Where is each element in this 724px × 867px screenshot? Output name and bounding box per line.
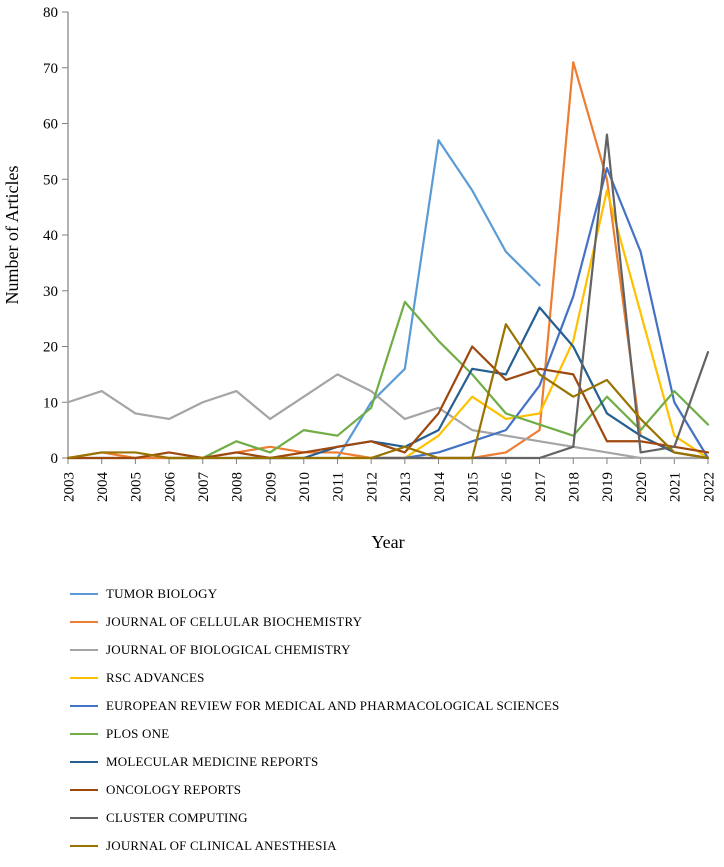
legend-item: JOURNAL OF CELLULAR BIOCHEMISTRY [70, 608, 710, 636]
legend-swatch [70, 733, 98, 735]
x-tick-label: 2003 [61, 472, 77, 502]
x-tick-label: 2013 [398, 472, 414, 502]
legend-swatch [70, 789, 98, 791]
legend-item: JOURNAL OF BIOLOGICAL CHEMISTRY [70, 636, 710, 664]
x-tick-label: 2018 [567, 472, 583, 502]
x-tick-label: 2008 [230, 472, 246, 502]
x-axis-title: Year [371, 532, 404, 552]
legend-swatch [70, 845, 98, 847]
x-tick-label: 2014 [432, 472, 448, 503]
legend-item: MOLECULAR MEDICINE REPORTS [70, 748, 710, 776]
legend-label: ONCOLOGY REPORTS [106, 782, 241, 798]
legend-swatch [70, 677, 98, 679]
x-tick-label: 2004 [95, 472, 111, 503]
x-tick-label: 2012 [364, 472, 380, 502]
series-line [68, 62, 708, 458]
legend-label: MOLECULAR MEDICINE REPORTS [106, 754, 318, 770]
legend-item: TUMOR BIOLOGY [70, 580, 710, 608]
line-chart: 0 10 20 30 40 50 60 70 80 2003 2004 2005 2006 2007 200… [0, 0, 724, 560]
legend-item: RSC ADVANCES [70, 664, 710, 692]
y-tick-label: 10 [43, 395, 58, 411]
y-tick-label: 50 [43, 172, 58, 188]
legend-swatch [70, 621, 98, 623]
legend-swatch [70, 649, 98, 651]
legend-label: CLUSTER COMPUTING [106, 810, 248, 826]
legend-label: EUROPEAN REVIEW FOR MEDICAL AND PHARMACO… [106, 698, 559, 714]
legend-swatch [70, 705, 98, 707]
x-tick-label: 2017 [533, 472, 549, 503]
x-tick-label: 2015 [465, 472, 481, 502]
legend-item: EUROPEAN REVIEW FOR MEDICAL AND PHARMACO… [70, 692, 710, 720]
x-tick-label: 2016 [499, 472, 515, 503]
y-tick-label: 60 [43, 117, 58, 133]
x-tick-label: 2011 [331, 472, 347, 501]
legend-swatch [70, 817, 98, 819]
legend: TUMOR BIOLOGY JOURNAL OF CELLULAR BIOCHEM… [70, 580, 710, 860]
legend-item: JOURNAL OF CLINICAL ANESTHESIA [70, 832, 710, 860]
x-tick-label: 2005 [129, 472, 145, 502]
x-tick-label: 2021 [668, 472, 684, 502]
y-tick-label: 0 [51, 451, 59, 467]
legend-item: ONCOLOGY REPORTS [70, 776, 710, 804]
y-tick-label: 80 [43, 5, 58, 21]
x-tick-label: 2009 [263, 472, 279, 502]
series-line [236, 307, 708, 458]
series-line [68, 324, 708, 458]
legend-swatch [70, 593, 98, 595]
x-tick-label: 2010 [297, 472, 313, 502]
x-tick-label: 2020 [634, 472, 650, 502]
legend-label: JOURNAL OF CLINICAL ANESTHESIA [106, 838, 337, 854]
legend-label: TUMOR BIOLOGY [106, 586, 217, 602]
x-tick-label: 2007 [196, 472, 212, 503]
legend-swatch [70, 761, 98, 763]
legend-item: CLUSTER COMPUTING [70, 804, 710, 832]
y-tick-label: 30 [43, 284, 58, 300]
y-axis-title: Number of Articles [2, 166, 22, 305]
legend-item: PLOS ONE [70, 720, 710, 748]
x-tick-label: 2022 [701, 472, 717, 502]
y-tick-label: 70 [43, 61, 58, 77]
x-tick-label: 2019 [600, 472, 616, 502]
legend-label: PLOS ONE [106, 726, 169, 742]
legend-label: RSC ADVANCES [106, 670, 205, 686]
legend-label: JOURNAL OF CELLULAR BIOCHEMISTRY [106, 614, 362, 630]
y-tick-label: 40 [43, 228, 58, 244]
y-tick-label: 20 [43, 340, 58, 356]
legend-label: JOURNAL OF BIOLOGICAL CHEMISTRY [106, 642, 351, 658]
series-line [68, 140, 540, 458]
x-tick-label: 2006 [162, 472, 178, 503]
